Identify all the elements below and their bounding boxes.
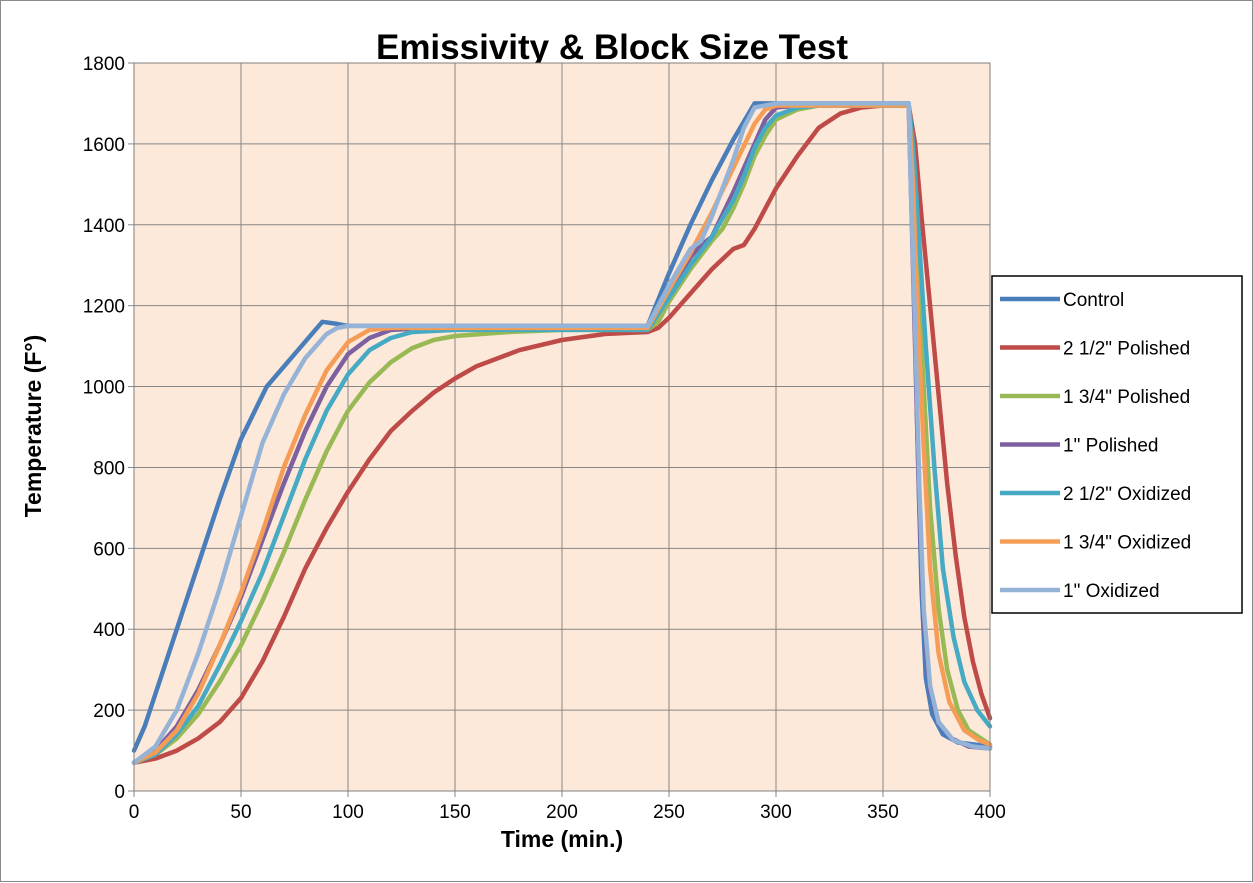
y-tick-label: 1200 [83,297,125,318]
series-line-1 [131,103,993,765]
legend: Control 2 1/2" Polished 1 3/4" Polished 1" … [991,275,1243,614]
tick-labels: 0 50 100 150 200 250 300 350 400 0 200 400 600 800 100… [83,54,1006,823]
chart-title: Emissivity & Block Size Test [376,28,848,67]
x-tick-label: 400 [974,802,1006,823]
legend-label-4: 2 1/2" Oxidized [1063,484,1191,505]
series-line-6 [131,101,993,765]
y-tick-label: 1000 [83,378,125,399]
legend-label-0: Control [1063,290,1124,311]
plot-border [133,62,991,792]
y-tick-label: 400 [93,620,125,641]
y-tick-label: 1400 [83,216,125,237]
y-tick-label: 1600 [83,135,125,156]
legend-label-5: 1 3/4" Oxidized [1063,533,1191,554]
y-tick-label: 800 [93,458,125,479]
x-tick-label: 350 [867,802,899,823]
y-tick-label: 0 [114,782,125,803]
y-tick-label: 1800 [83,54,125,75]
legend-label-6: 1" Oxidized [1063,581,1160,602]
x-axis-title: Time (min.) [501,826,623,852]
x-tick-label: 100 [332,802,364,823]
y-tick-label: 200 [93,701,125,722]
y-tick-label: 600 [93,539,125,560]
x-tick-label: 300 [760,802,792,823]
x-tick-label: 50 [230,802,251,823]
x-tick-label: 150 [439,802,471,823]
x-tick-label: 0 [129,802,140,823]
y-axis-title: Temperature (F°) [20,335,46,518]
legend-label-2: 1 3/4" Polished [1063,387,1190,408]
x-tick-label: 250 [653,802,685,823]
series-line-4 [131,103,993,765]
series-lines [131,101,993,765]
legend-label-1: 2 1/2" Polished [1063,339,1190,360]
legend-label-3: 1" Polished [1063,436,1158,457]
x-tick-label: 200 [546,802,578,823]
